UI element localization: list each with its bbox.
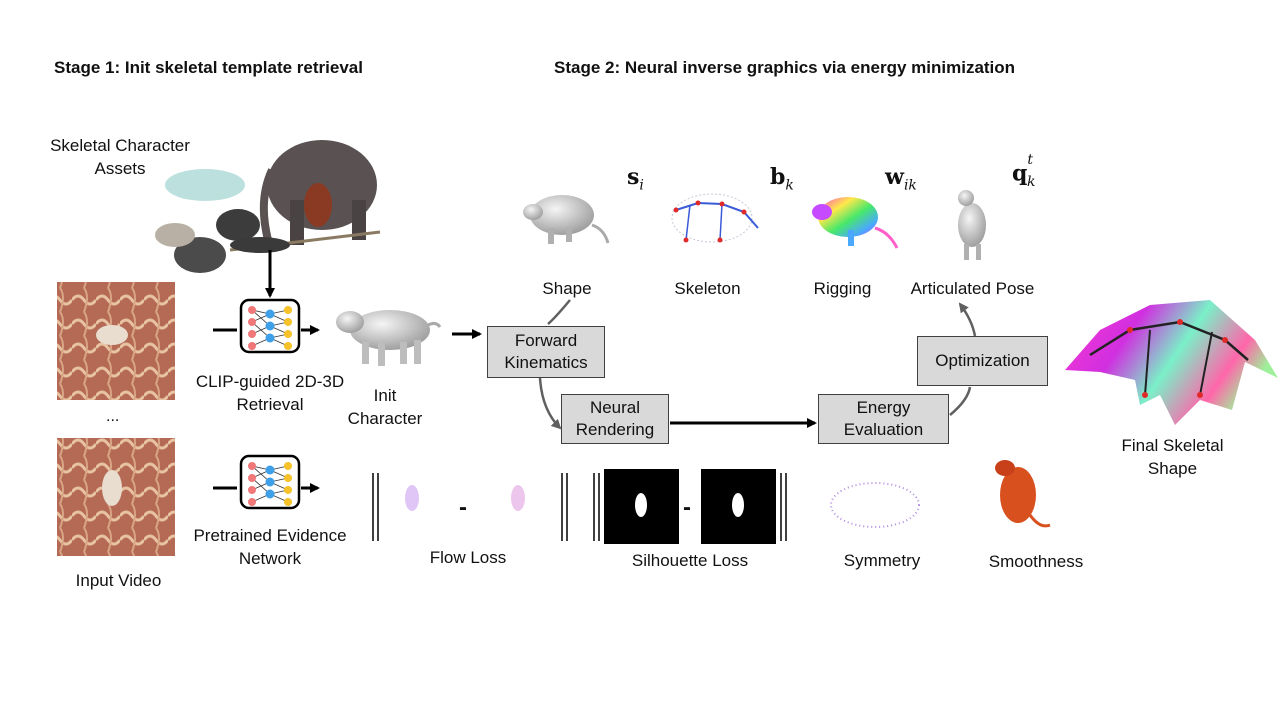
shape-graphic — [523, 195, 610, 244]
neural-rendering-box: Neural Rendering — [561, 394, 669, 444]
optimization-box: Optimization — [917, 336, 1048, 386]
input-video-label: Input Video — [75, 571, 162, 590]
skeleton-label: Skeleton — [674, 279, 741, 298]
flow-loss-label: Flow Loss — [429, 548, 507, 567]
clip-network-icon — [239, 298, 301, 354]
skeleton-graphic — [671, 193, 759, 243]
init-character-graphic — [336, 310, 442, 366]
shape-symbol: si — [627, 164, 644, 194]
assets-label: Skeletal Character Assets — [50, 136, 190, 178]
final-skeletal-shape-label: Final Skeletal Shape — [1121, 436, 1224, 478]
articulated-pose-graphic — [958, 190, 986, 260]
smoothness-label: Smoothness — [988, 552, 1084, 571]
pose-symbol: qtk — [1012, 152, 1036, 190]
frames-ellipsis: ... — [106, 408, 120, 425]
symmetry-label: Symmetry — [843, 551, 921, 570]
loss-norm-bars — [372, 473, 787, 541]
articulated-pose-label: Articulated Pose — [910, 279, 1035, 298]
rigging-symbol: wik — [885, 164, 917, 194]
smoothness-graphic — [995, 460, 1051, 528]
rigging-label: Rigging — [813, 279, 872, 298]
skeleton-symbol: bk — [770, 164, 794, 194]
silhouette-minus: - — [683, 494, 691, 521]
clip-label: CLIP-guided 2D-3D Retrieval — [195, 372, 345, 414]
stage2-title: Stage 2: Neural inverse graphics via ene… — [554, 58, 1016, 77]
energy-evaluation-box: Energy Evaluation — [818, 394, 949, 444]
init-character-label: Init Character — [347, 386, 423, 428]
shape-label: Shape — [542, 279, 592, 298]
stage1-title: Stage 1: Init skeletal template retrieva… — [54, 58, 363, 77]
evidence-network-icon — [239, 454, 301, 510]
forward-kinematics-box: Forward Kinematics — [487, 326, 605, 378]
evidence-label: Pretrained Evidence Network — [193, 526, 347, 568]
flow-minus: - — [459, 494, 467, 521]
final-shape-graphic — [1065, 300, 1278, 425]
rigging-graphic — [812, 197, 899, 249]
assets-pile-graphic — [155, 140, 381, 273]
silhouette-loss-label: Silhouette Loss — [631, 551, 749, 570]
